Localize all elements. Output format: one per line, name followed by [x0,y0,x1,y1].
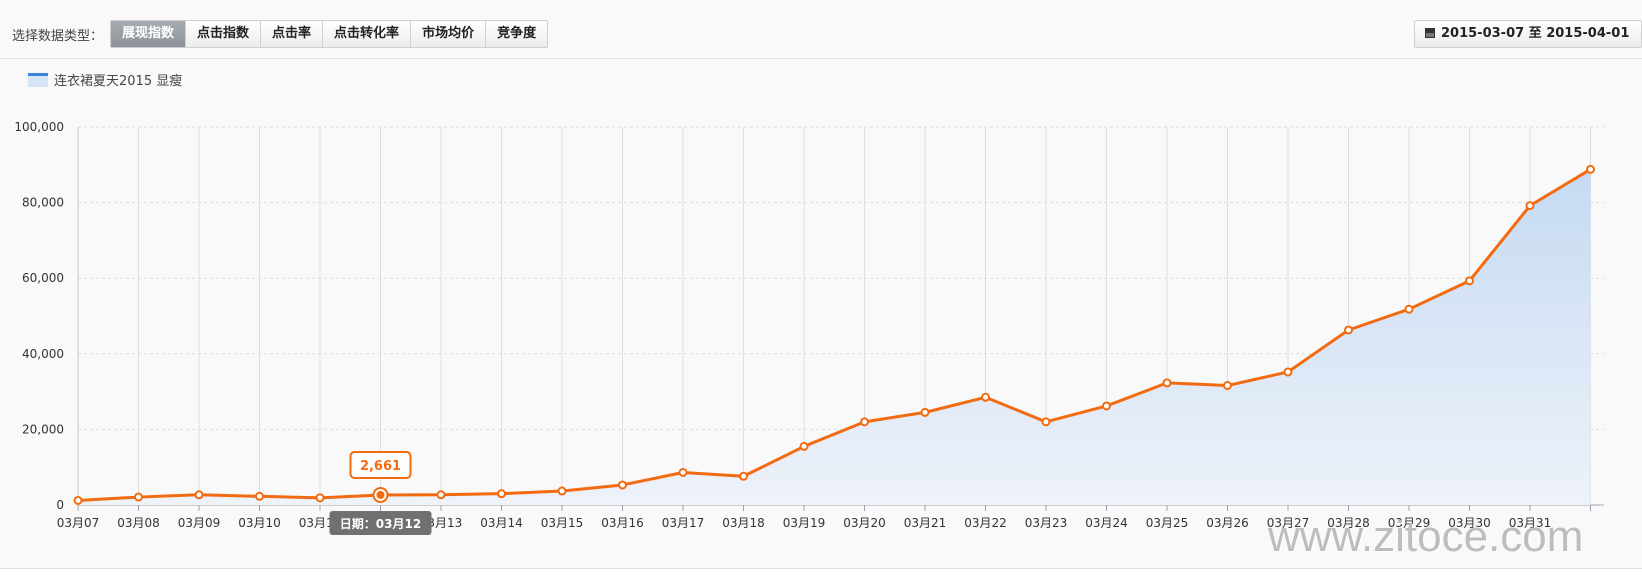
data-point [315,493,325,503]
data-point [1223,381,1232,391]
toolbar: 选择数据类型： 展现指数 点击指数 点击率 点击转化率 市场均价 竞争度 201… [0,0,1642,59]
tooltip-value: 2,661 [360,459,401,474]
x-tick-label: 03月08 [117,516,160,530]
x-tick-label: 03月21 [904,516,947,530]
x-tick-label: 03月29 [1388,516,1431,530]
data-point [799,441,809,451]
series-line [77,168,1592,502]
y-tick-label: 60,000 [22,271,64,285]
tab-competition[interactable]: 竞争度 [497,26,537,41]
watermark: www.zitoce.com [1268,512,1584,561]
x-tick-label: 03月07 [57,516,100,530]
tab-click-index[interactable]: 点击指数 [186,21,262,47]
highlight-point [376,490,385,499]
tab-click-rate[interactable]: 点击率 [261,21,324,47]
data-point [73,495,83,505]
tooltip-date: 日期：03月12 [340,516,421,531]
data-point [1102,401,1111,411]
tab-conversion-rate[interactable]: 点击转化率 [323,21,412,47]
x-tick-label: 03月26 [1206,516,1249,530]
data-point [557,486,567,496]
data-point [618,480,627,490]
data-point [1404,304,1414,314]
bottom-border [0,568,1642,575]
data-point [1586,164,1595,174]
data-point [860,417,869,427]
legend-swatch [28,72,48,87]
x-tick-label: 03月31 [1509,516,1552,530]
data-point [920,407,930,417]
x-tick-label: 03月09 [178,516,221,530]
y-tick-label: 80,000 [22,196,64,210]
data-point [1041,417,1051,427]
tooltip-date-box [329,511,432,535]
x-tick-label: 03月22 [964,516,1007,530]
data-type-tabs: 展现指数 点击指数 点击率 点击转化率 市场均价 竞争度 [110,20,549,48]
x-tick-label: 03月27 [1267,516,1310,530]
calendar-icon [1425,28,1435,38]
x-tick-label: 03月18 [722,516,765,530]
data-point [1162,378,1172,388]
y-tick-label: 100,000 [14,120,64,134]
data-point [194,490,204,500]
x-tick-label: 03月17 [662,516,705,530]
x-tick-label: 03月16 [601,516,644,530]
date-range-button[interactable]: 2015-03-07 至 2015-04-01 [1414,20,1642,48]
data-point [1344,325,1353,335]
data-point [1465,276,1474,286]
tooltip-value-box [349,450,412,479]
data-point [1283,367,1293,377]
data-point [678,467,688,477]
data-point [1525,201,1535,211]
legend-series-name: 连衣裙夏天2015 显瘦 [54,74,183,89]
x-tick-label: 03月19 [783,516,826,530]
data-point [739,471,748,481]
x-tick-label: 03月28 [1327,516,1370,530]
date-range-label: 2015-03-07 至 2015-04-01 [1441,26,1630,41]
x-tick-label: 03月15 [541,516,584,530]
x-tick-label: 03月14 [480,516,523,530]
x-tick-label: 03月30 [1448,516,1491,530]
data-point [436,490,446,500]
data-point [134,492,143,502]
x-tick-label: 03月23 [1025,516,1068,530]
y-tick-label: 0 [56,498,64,512]
x-tick-label: 03月20 [843,516,886,530]
tab-impression-index[interactable]: 展现指数 [111,21,187,47]
series-area [78,169,1591,505]
tab-market-price[interactable]: 市场均价 [411,21,487,47]
chart-legend[interactable]: 连衣裙夏天2015 显瘦 [28,70,182,89]
data-point [255,491,264,501]
data-point [497,489,506,499]
x-tick-label: 03月24 [1085,516,1128,530]
y-tick-label: 20,000 [22,422,64,436]
data-point [981,392,990,402]
data-type-label: 选择数据类型： [12,29,104,44]
x-tick-label: 03月25 [1146,516,1189,530]
x-tick-label: 03月10 [238,516,281,530]
y-tick-label: 40,000 [22,347,64,361]
